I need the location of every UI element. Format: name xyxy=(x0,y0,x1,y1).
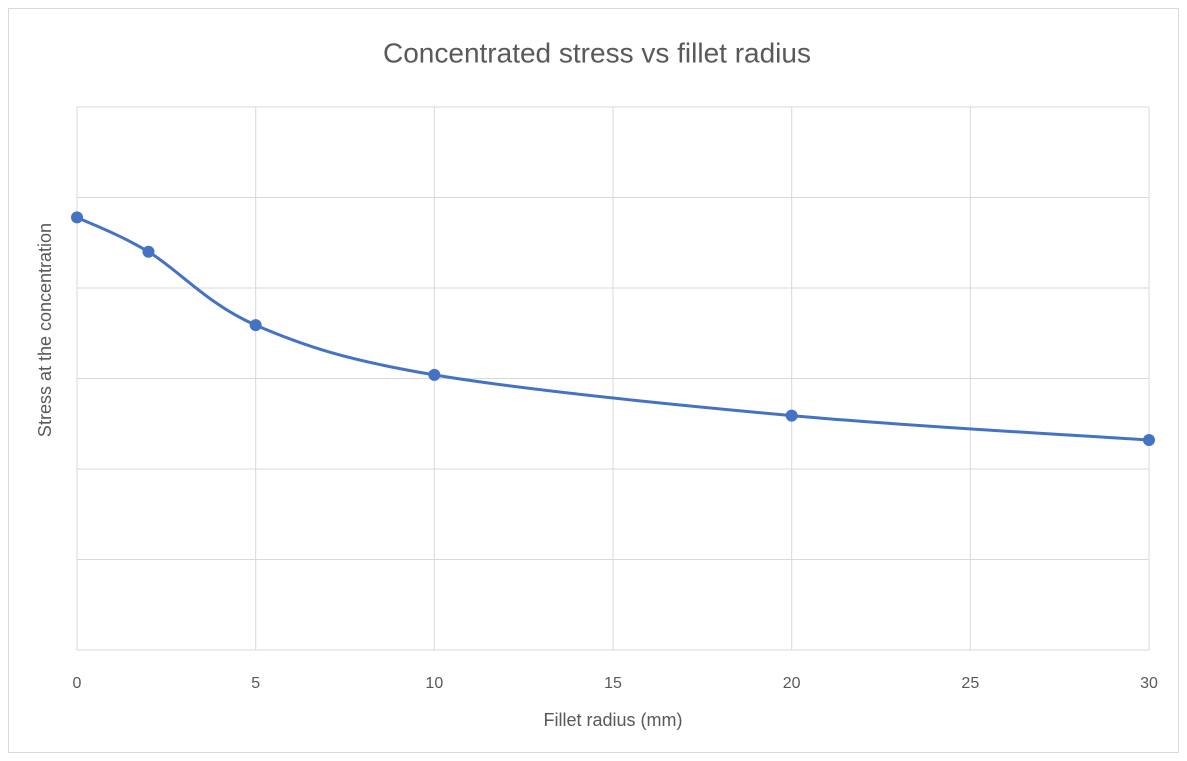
data-point xyxy=(142,245,155,258)
x-axis-title: Fillet radius (mm) xyxy=(543,710,682,730)
x-tick-label: 5 xyxy=(251,675,260,692)
data-point xyxy=(249,319,262,332)
x-tick-label: 30 xyxy=(1140,675,1158,692)
data-point xyxy=(428,368,441,381)
y-axis-title: Stress at the concentration xyxy=(35,223,55,437)
chart-title: Concentrated stress vs fillet radius xyxy=(383,37,811,68)
x-tick-label: 25 xyxy=(961,675,979,692)
x-tick-label: 15 xyxy=(604,675,622,692)
x-tick-label: 0 xyxy=(73,675,82,692)
chart-border xyxy=(8,8,1179,753)
data-point xyxy=(71,211,83,224)
x-tick-label: 20 xyxy=(783,675,801,692)
data-point xyxy=(1143,434,1155,447)
x-tick-label: 10 xyxy=(425,675,443,692)
data-point xyxy=(785,409,798,422)
